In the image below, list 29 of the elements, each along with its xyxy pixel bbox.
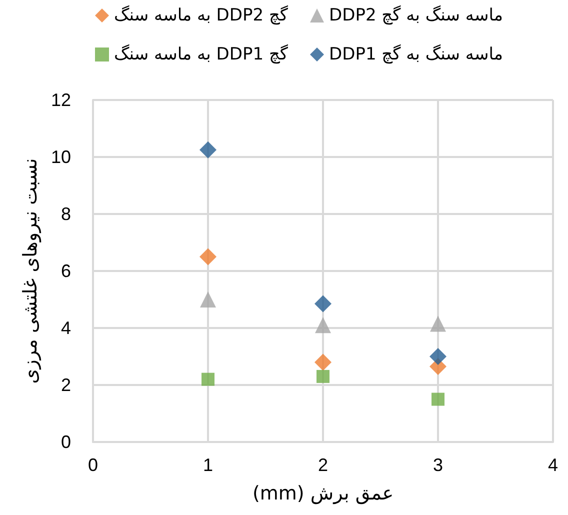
legend-label: گچ DDP1 به ماسه سنگ xyxy=(114,44,289,64)
point xyxy=(430,316,446,332)
y-axis-title: نسبت نیروهای غلتشی مرزی xyxy=(20,158,42,384)
y-tick-label: 0 xyxy=(60,432,71,452)
x-tick-label: 3 xyxy=(432,455,444,475)
point xyxy=(430,348,446,365)
point xyxy=(200,292,216,308)
x-tick-label: 4 xyxy=(548,455,558,475)
point xyxy=(316,370,330,383)
y-tick-label: 10 xyxy=(50,147,71,167)
legend-label: گچ DDP2 به ماسه سنگ xyxy=(114,4,289,26)
x-axis-title: عمق برش (mm) xyxy=(252,482,394,504)
x-tick-label: 2 xyxy=(318,455,328,475)
point xyxy=(432,392,444,406)
legend-label: ماسه سنگ به گچ DDP1 xyxy=(329,44,504,64)
y-tick-label: 2 xyxy=(60,375,71,395)
point xyxy=(315,317,331,334)
x-tick-label: 1 xyxy=(202,455,214,475)
legend-label: ماسه سنگ به گچ DDP2 xyxy=(329,4,504,26)
point xyxy=(314,354,332,371)
y-tick-label: 12 xyxy=(50,90,71,110)
y-tick-label: 8 xyxy=(60,204,71,224)
x-tick-label: 0 xyxy=(88,455,98,475)
point xyxy=(200,248,216,266)
point xyxy=(200,141,216,158)
y-tick-label: 6 xyxy=(60,261,71,281)
y-tick-label: 4 xyxy=(60,318,71,338)
point xyxy=(314,295,332,312)
point xyxy=(202,372,214,386)
